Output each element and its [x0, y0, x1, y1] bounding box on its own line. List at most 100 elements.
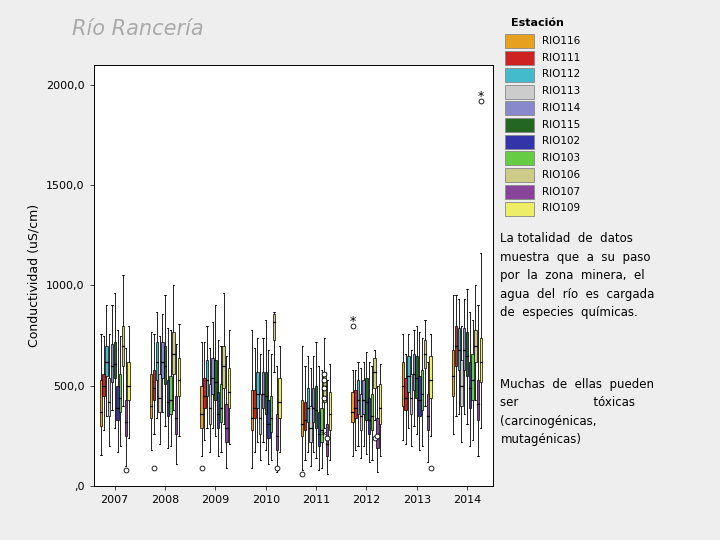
Bar: [377, 418, 379, 448]
Bar: [127, 362, 130, 400]
Text: RIO103: RIO103: [542, 153, 580, 163]
Bar: [105, 346, 108, 376]
Bar: [225, 404, 228, 442]
Bar: [99, 380, 102, 426]
Bar: [408, 356, 410, 392]
Bar: [457, 328, 460, 370]
Bar: [114, 342, 116, 377]
Bar: [357, 380, 359, 414]
Bar: [460, 360, 463, 406]
Bar: [125, 400, 127, 436]
FancyBboxPatch shape: [505, 151, 534, 165]
Bar: [379, 384, 382, 424]
Bar: [164, 346, 166, 384]
Bar: [276, 414, 278, 450]
Bar: [362, 380, 365, 414]
Bar: [371, 394, 373, 430]
FancyBboxPatch shape: [505, 68, 534, 82]
Text: RIO111: RIO111: [542, 53, 580, 63]
FancyBboxPatch shape: [505, 85, 534, 99]
FancyBboxPatch shape: [505, 35, 534, 49]
Text: *: *: [321, 431, 327, 441]
Bar: [469, 362, 471, 408]
Bar: [418, 376, 420, 416]
Bar: [178, 357, 180, 396]
Text: RIO112: RIO112: [542, 70, 580, 79]
Bar: [251, 390, 253, 430]
Bar: [480, 338, 482, 382]
Bar: [466, 332, 468, 376]
Text: Río Rancería: Río Rancería: [72, 19, 204, 39]
Bar: [410, 374, 413, 414]
Bar: [203, 377, 205, 408]
FancyBboxPatch shape: [505, 135, 534, 148]
Bar: [150, 374, 153, 418]
Bar: [323, 372, 325, 402]
Bar: [472, 354, 474, 400]
Text: RIO116: RIO116: [542, 36, 580, 46]
Bar: [111, 343, 113, 382]
Bar: [161, 342, 163, 377]
Bar: [217, 392, 220, 428]
Bar: [326, 424, 328, 456]
Bar: [206, 360, 208, 396]
Bar: [253, 390, 256, 418]
Bar: [117, 386, 119, 420]
Bar: [153, 370, 156, 400]
Bar: [262, 372, 264, 408]
FancyBboxPatch shape: [505, 118, 534, 132]
Bar: [156, 342, 158, 380]
Bar: [270, 396, 272, 432]
Bar: [175, 396, 177, 434]
Bar: [426, 394, 429, 430]
FancyBboxPatch shape: [505, 185, 534, 199]
Bar: [122, 326, 125, 366]
Bar: [328, 392, 331, 430]
Text: *: *: [478, 90, 484, 103]
Bar: [368, 398, 370, 434]
Bar: [312, 388, 315, 422]
Bar: [256, 372, 258, 408]
Y-axis label: Conductividad (uS/cm): Conductividad (uS/cm): [27, 204, 40, 347]
FancyBboxPatch shape: [505, 201, 534, 215]
Bar: [166, 380, 169, 416]
FancyBboxPatch shape: [505, 51, 534, 65]
Bar: [119, 374, 122, 412]
FancyBboxPatch shape: [505, 102, 534, 116]
Bar: [279, 377, 281, 418]
Bar: [474, 329, 477, 362]
Bar: [402, 362, 404, 406]
Bar: [374, 357, 376, 388]
Bar: [102, 374, 105, 396]
Bar: [169, 376, 172, 414]
Bar: [365, 377, 368, 420]
Bar: [209, 384, 211, 424]
Text: RIO114: RIO114: [542, 103, 580, 113]
Text: Muchas  de  ellas  pueden
ser                    tóxicas
(carcinogénicas,
mutagé: Muchas de ellas pueden ser tóxicas (carc…: [500, 378, 654, 447]
Bar: [228, 368, 230, 408]
Bar: [452, 349, 454, 396]
Bar: [200, 386, 203, 428]
Bar: [273, 314, 275, 340]
Bar: [158, 374, 161, 412]
Bar: [108, 377, 110, 416]
Bar: [455, 326, 457, 366]
Text: RIO107: RIO107: [542, 186, 580, 197]
Bar: [212, 357, 214, 394]
Bar: [413, 354, 415, 390]
Bar: [172, 332, 174, 374]
Bar: [463, 328, 465, 370]
Bar: [264, 372, 267, 414]
Bar: [318, 412, 320, 446]
Bar: [220, 384, 222, 422]
Bar: [222, 346, 225, 388]
Bar: [214, 360, 217, 400]
Text: *: *: [349, 315, 356, 328]
Bar: [354, 390, 356, 418]
Bar: [320, 408, 323, 442]
FancyBboxPatch shape: [505, 168, 534, 182]
Bar: [477, 380, 480, 420]
Text: Estación: Estación: [511, 18, 564, 28]
Bar: [359, 394, 362, 430]
Text: RIO106: RIO106: [542, 170, 580, 180]
